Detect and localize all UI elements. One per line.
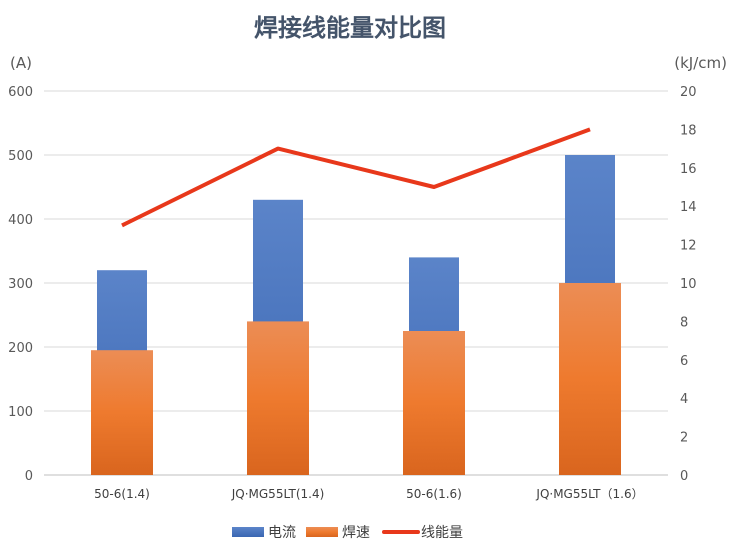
right-tick-label: 8 (680, 315, 688, 330)
bar-weld-speed (247, 321, 309, 475)
legend-swatch-weld-speed (306, 527, 338, 537)
left-axis-unit: (A) (10, 54, 32, 72)
right-tick-label: 12 (680, 239, 697, 254)
legend-label-weld-speed: 焊速 (342, 525, 370, 541)
x-tick-label: 50-6(1.6) (406, 487, 462, 501)
chart-title: 焊接线能量对比图 (254, 14, 446, 42)
right-tick-label: 4 (680, 392, 688, 407)
x-tick-label: 50-6(1.4) (94, 487, 150, 501)
right-tick-label: 10 (680, 277, 697, 292)
right-tick-label: 16 (680, 162, 697, 177)
right-tick-label: 6 (680, 354, 688, 369)
legend-label-heat-input: 线能量 (421, 525, 463, 541)
x-tick-label: JQ·MG55LT（1.6） (535, 487, 643, 501)
right-tick-label: 14 (680, 200, 697, 215)
left-tick-label: 300 (8, 277, 33, 292)
bar-weld-speed (559, 283, 621, 475)
legend-swatch-current (232, 527, 264, 537)
left-tick-label: 500 (8, 149, 33, 164)
line-heat-input (121, 127, 591, 228)
right-tick-label: 20 (680, 85, 697, 100)
bar-weld-speed (91, 350, 153, 475)
right-axis-unit: (kJ/cm) (674, 54, 727, 72)
legend-label-current: 电流 (268, 525, 296, 541)
left-tick-label: 400 (8, 213, 33, 228)
left-tick-label: 600 (8, 85, 33, 100)
right-tick-label: 2 (680, 431, 688, 446)
right-tick-label: 18 (680, 123, 697, 138)
bar-weld-speed (403, 331, 465, 475)
left-tick-label: 200 (8, 341, 33, 356)
x-tick-label: JQ·MG55LT(1.4) (231, 487, 325, 501)
right-tick-label: 0 (680, 469, 688, 484)
left-tick-label: 100 (8, 405, 33, 420)
left-tick-label: 0 (25, 469, 33, 484)
